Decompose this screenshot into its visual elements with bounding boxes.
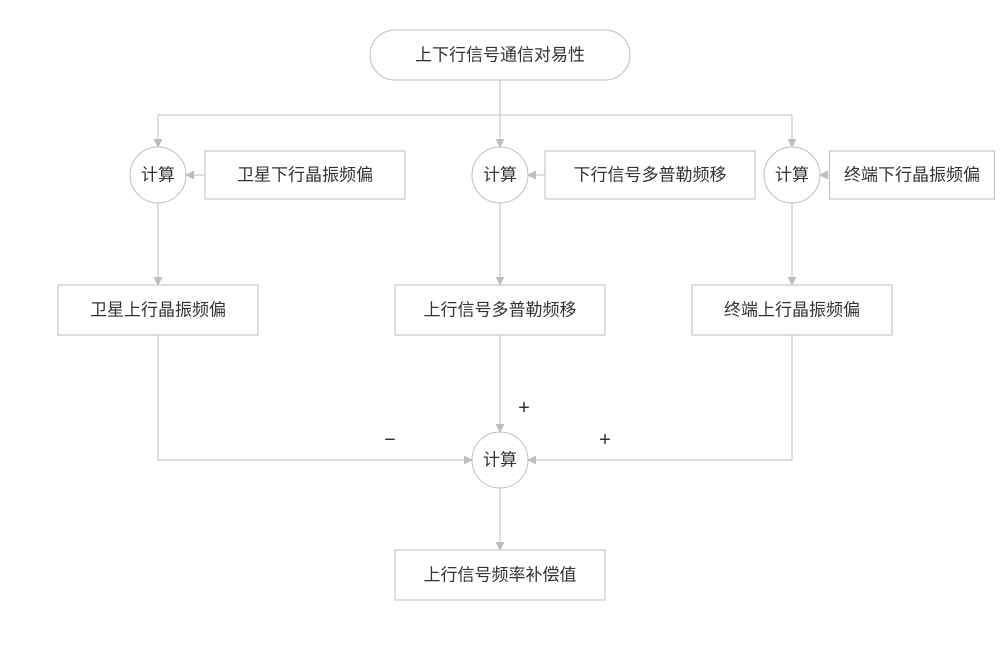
node-label-calc4: 计算 [483,451,517,470]
node-label-out2: 上行信号多普勒频移 [424,301,577,320]
node-label-calc1: 计算 [141,166,175,185]
node-label-calc2: 计算 [483,166,517,185]
node-label-out1: 卫星上行晶振频偏 [90,301,226,320]
flowchart-canvas: +−+上下行信号通信对易性计算计算计算卫星下行晶振频偏下行信号多普勒频移终端下行… [0,0,1000,646]
node-label-top: 上下行信号通信对易性 [415,46,585,65]
node-label-out3: 终端上行晶振频偏 [724,301,860,320]
node-label-in1: 卫星下行晶振频偏 [237,166,373,185]
edge-operator: + [518,397,530,419]
edge [500,80,792,147]
edge [158,80,500,147]
edge [528,335,792,460]
node-label-in3: 终端下行晶振频偏 [844,166,980,185]
edge [158,335,472,460]
edge-operator: − [384,429,396,451]
node-label-calc3: 计算 [775,166,809,185]
node-label-in2: 下行信号多普勒频移 [574,166,727,185]
node-label-final: 上行信号频率补偿值 [424,566,577,585]
edge-operator: + [599,429,611,451]
